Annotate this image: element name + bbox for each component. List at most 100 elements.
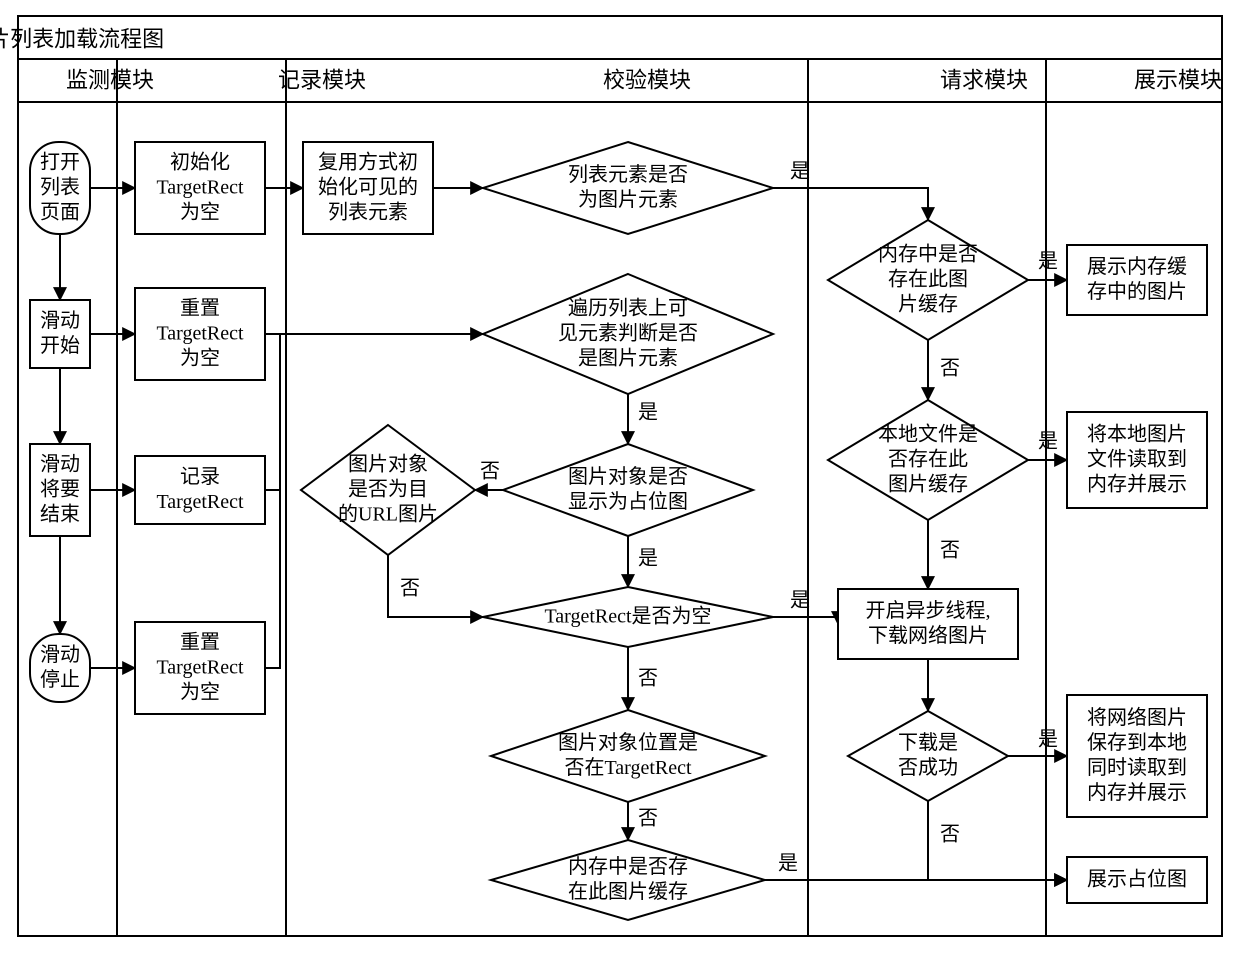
node-label: 为空 xyxy=(180,681,220,704)
node-d_tr_empty: TargetRect是否为空 xyxy=(483,587,773,647)
column-header: 展示模块 xyxy=(1134,68,1222,93)
node-label: 列表元素是否 xyxy=(568,163,688,186)
node-label: 将要 xyxy=(40,478,80,501)
edge-reset_tr2-reset_tr1 xyxy=(265,334,280,668)
node-label: 将本地图片 xyxy=(1087,423,1187,446)
node-label: 见元素判断是否 xyxy=(558,322,698,345)
column-header: 记录模块 xyxy=(278,68,366,93)
node-label: 滑动 xyxy=(40,643,80,666)
node-label: 停止 xyxy=(40,668,80,691)
node-label: 页面 xyxy=(40,202,80,224)
node-label: 片缓存 xyxy=(898,293,958,316)
node-label: 内存中是否 xyxy=(878,243,978,266)
node-label: 开始 xyxy=(40,334,80,357)
node-label: 复用方式初 xyxy=(318,151,418,174)
node-label: 下载网络图片 xyxy=(868,624,988,647)
node-show_local: 将本地图片文件读取到内存并展示 xyxy=(1067,412,1207,508)
node-label: 重置 xyxy=(180,631,220,654)
edge-label: 否 xyxy=(940,540,960,562)
node-label: 初始化 xyxy=(170,151,230,174)
node-label: 开启异步线程, xyxy=(866,599,991,622)
column-header: 监测模块 xyxy=(66,68,154,93)
node-reset_tr2: 重置 TargetRect为空 xyxy=(135,622,265,714)
node-label: 始化可见的 xyxy=(318,176,418,199)
node-label: 存中的图片 xyxy=(1087,280,1187,303)
node-label: 显示为占位图 xyxy=(568,490,688,513)
node-init_tr: 初始化 TargetRect为空 xyxy=(135,142,265,234)
node-label: 存在此图 xyxy=(888,268,968,291)
edge-label: 是 xyxy=(1038,251,1058,273)
node-label: 图片缓存 xyxy=(888,473,968,496)
node-d_mem_cache2: 内存中是否存在此图片缓存 xyxy=(491,840,765,920)
node-label: TargetRect xyxy=(156,323,244,345)
node-d_dl_ok: 下载是否成功 xyxy=(848,711,1008,801)
edge-label: 否 xyxy=(480,461,500,483)
node-label: 文件读取到 xyxy=(1087,448,1187,471)
node-label: 为空 xyxy=(180,201,220,224)
node-label: 图片对象是否 xyxy=(568,465,688,488)
edge-label: 否 xyxy=(400,578,420,600)
node-show_ph: 展示占位图 xyxy=(1067,857,1207,903)
node-label: 否成功 xyxy=(898,756,958,779)
node-label: 将网络图片 xyxy=(1087,706,1187,729)
node-label: 展示内存缓 xyxy=(1087,255,1187,278)
node-label: 保存到本地 xyxy=(1087,731,1187,754)
edge-label: 是 xyxy=(1038,431,1058,453)
edge-d_tr_empty-start_dl xyxy=(773,617,838,624)
node-label: 重置 xyxy=(180,297,220,320)
node-d_mem_cache1: 内存中是否存在此图片缓存 xyxy=(828,220,1028,340)
node-label: 图片对象位置是 xyxy=(558,731,698,754)
edge-label: 否 xyxy=(638,808,658,830)
diagram-title: iOS网络图片列表加载流程图 xyxy=(0,27,164,52)
edge-label: 是 xyxy=(638,548,658,570)
edge-rec_tr-reset_tr1 xyxy=(265,334,280,490)
node-label: 内存并展示 xyxy=(1087,473,1187,496)
node-reuse_init: 复用方式初始化可见的列表元素 xyxy=(303,142,433,234)
node-label: 为图片元素 xyxy=(578,188,678,211)
node-d_local_file: 本地文件是否存在此图片缓存 xyxy=(828,400,1028,520)
edge-label: 是 xyxy=(638,402,658,424)
node-open_list: 打开列表页面 xyxy=(30,142,90,234)
node-label: TargetRect xyxy=(156,177,244,199)
node-label: 结束 xyxy=(40,503,80,526)
node-start_dl: 开启异步线程,下载网络图片 xyxy=(838,589,1018,659)
node-label: 本地文件是 xyxy=(878,423,978,446)
edge-d_is_img-d_mem_cache1 xyxy=(773,188,928,220)
edge-label: 是 xyxy=(778,853,798,875)
edge-label: 是 xyxy=(790,161,810,183)
node-label: 打开 xyxy=(40,151,80,174)
edge-label: 否 xyxy=(940,358,960,380)
node-label: 为空 xyxy=(180,347,220,370)
node-label: 是图片元素 xyxy=(578,347,678,370)
node-label: 滑动 xyxy=(40,453,80,476)
node-label: 展示占位图 xyxy=(1087,868,1187,891)
node-reset_tr1: 重置 TargetRect为空 xyxy=(135,288,265,380)
node-show_mem: 展示内存缓存中的图片 xyxy=(1067,245,1207,315)
node-label: TargetRect xyxy=(156,657,244,679)
edge-label: 否 xyxy=(638,668,658,690)
node-d_pos_in_tr: 图片对象位置是否在TargetRect xyxy=(491,710,765,802)
edge-label: 否 xyxy=(940,824,960,846)
node-label: TargetRect xyxy=(156,491,244,513)
node-label: TargetRect是否为空 xyxy=(544,605,711,628)
node-label: 列表 xyxy=(40,176,80,199)
column-header: 请求模块 xyxy=(940,68,1028,93)
node-label: 否在TargetRect xyxy=(564,756,692,779)
node-label: 遍历列表上可 xyxy=(568,297,688,320)
node-label: 是否为目 xyxy=(348,478,428,501)
node-d_placeholder: 图片对象是否显示为占位图 xyxy=(503,444,753,536)
node-label: 内存并展示 xyxy=(1087,781,1187,804)
node-label: 同时读取到 xyxy=(1087,756,1187,779)
node-label: 下载是 xyxy=(898,731,958,754)
node-d_traverse: 遍历列表上可见元素判断是否是图片元素 xyxy=(483,274,773,394)
flowchart-canvas: iOS网络图片列表加载流程图监测模块记录模块校验模块请求模块展示模块打开列表页面… xyxy=(0,0,1240,960)
node-show_net: 将网络图片保存到本地同时读取到内存并展示 xyxy=(1067,695,1207,817)
node-label: 列表元素 xyxy=(328,201,408,224)
node-label: 否存在此 xyxy=(888,448,968,471)
node-d_url_img: 图片对象是否为目的URL图片 xyxy=(301,425,475,555)
node-d_is_img: 列表元素是否为图片元素 xyxy=(483,142,773,234)
node-label: 内存中是否存 xyxy=(568,855,688,878)
node-rec_tr: 记录 TargetRect xyxy=(135,456,265,524)
node-label: 滑动 xyxy=(40,309,80,332)
node-label: 记录 xyxy=(180,465,220,488)
